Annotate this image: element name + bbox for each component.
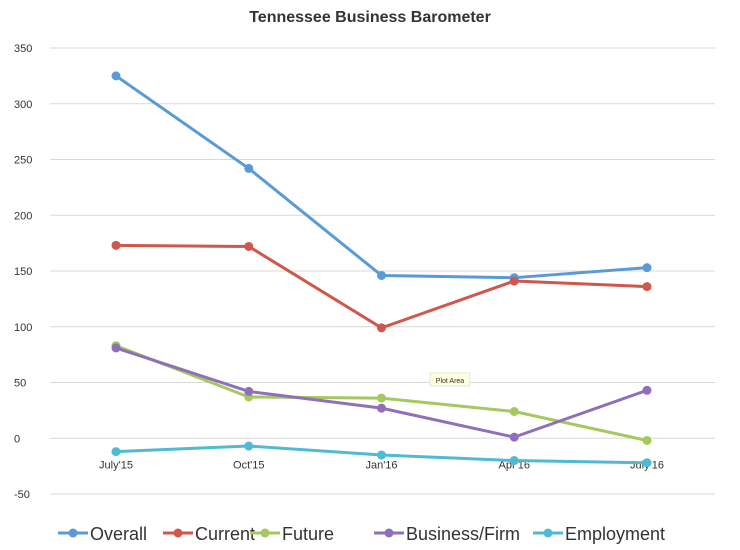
y-tick-label: 150 — [14, 266, 32, 278]
legend-label: Overall — [90, 524, 147, 544]
x-tick-label: Apr'16 — [499, 459, 530, 471]
legend-label: Current — [195, 524, 255, 544]
data-point — [377, 393, 386, 403]
data-point — [377, 270, 386, 280]
legend-label: Future — [282, 524, 334, 544]
plot-area-tooltip: Plot Area — [429, 372, 471, 387]
y-tick-label: 350 — [14, 43, 32, 55]
x-tick-label: Oct'15 — [233, 459, 264, 471]
series-line — [115, 344, 648, 442]
legend-marker-icon — [543, 528, 553, 538]
data-point — [509, 406, 519, 416]
data-point — [377, 403, 386, 413]
data-point — [642, 385, 652, 395]
legend-marker-icon — [384, 528, 394, 538]
series-business-firm — [111, 343, 652, 442]
series-line — [115, 243, 648, 330]
data-point — [377, 323, 386, 333]
y-tick-label: 200 — [14, 210, 32, 222]
legend-label: Business/Firm — [406, 524, 520, 544]
tooltip-text: Plot Area — [436, 378, 465, 385]
x-tick-label: July'15 — [99, 459, 133, 471]
legend-item: Employment — [533, 524, 665, 544]
data-point — [111, 240, 121, 250]
data-point — [642, 263, 652, 273]
series-current — [111, 240, 652, 333]
data-point — [244, 241, 254, 251]
y-tick-label: 250 — [14, 155, 32, 167]
legend-marker-icon — [173, 528, 183, 538]
data-point — [111, 447, 121, 457]
legend-marker-icon — [260, 528, 270, 538]
data-point — [509, 456, 519, 466]
data-point — [642, 282, 652, 292]
legend-item: Business/Firm — [374, 524, 520, 544]
y-tick-label: 0 — [14, 433, 20, 445]
y-tick-label: 100 — [14, 322, 32, 334]
data-point — [642, 435, 652, 445]
chart-title: Tennessee Business Barometer — [249, 9, 491, 26]
data-point — [111, 71, 121, 81]
x-tick-label: Jan'16 — [365, 459, 397, 471]
y-tick-label: 50 — [14, 378, 26, 390]
y-tick-label: 300 — [14, 99, 32, 111]
data-point — [509, 276, 519, 286]
data-point — [111, 343, 121, 353]
data-point — [377, 450, 386, 460]
data-point — [642, 458, 652, 468]
series-overall — [111, 71, 652, 283]
data-point — [244, 163, 254, 173]
legend-item: Future — [250, 524, 334, 544]
legend-label: Employment — [565, 524, 665, 544]
legend-marker-icon — [68, 528, 78, 538]
data-point — [244, 386, 254, 396]
data-point — [244, 441, 254, 451]
legend-item: Overall — [58, 524, 147, 544]
legend-item: Current — [163, 524, 255, 544]
data-point — [509, 432, 519, 442]
series-future — [111, 341, 652, 445]
y-tick-label: -50 — [14, 489, 30, 501]
series-employment — [111, 441, 652, 468]
